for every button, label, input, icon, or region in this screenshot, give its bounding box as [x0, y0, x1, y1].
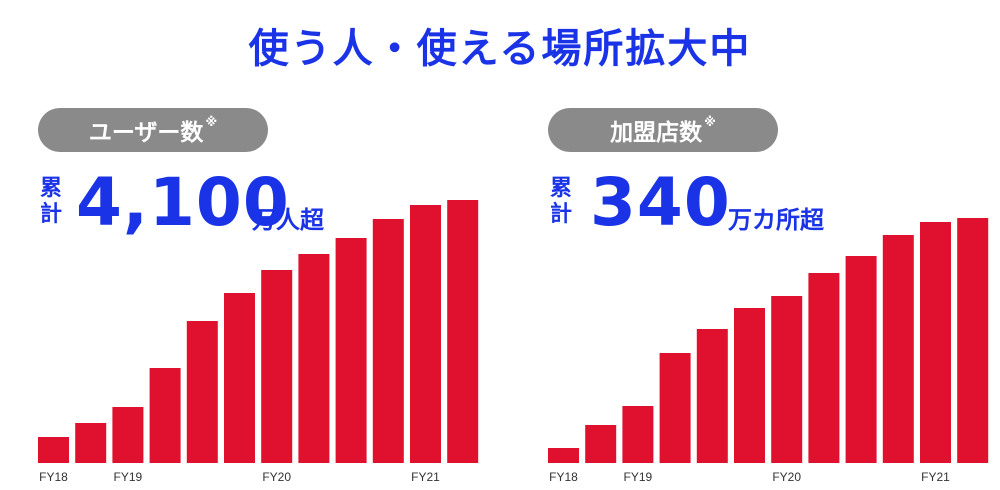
users-bar-6	[224, 293, 255, 463]
merchants-bar-7	[771, 296, 803, 463]
users-bar-11	[410, 205, 441, 463]
merchants-bar-9	[845, 256, 877, 463]
users-bar-9	[335, 238, 367, 463]
users-cumulative-label: 累 計	[40, 176, 62, 228]
merchants-panel: 加盟店数 ※ 累 計 340 万カ所超 FY18 FY19 FY20 FY21	[510, 0, 990, 490]
users-bar-7	[261, 270, 293, 463]
merchants-bar-8	[808, 273, 840, 463]
users-bar-10	[372, 219, 404, 463]
users-bar-4	[149, 368, 181, 463]
merchants-pill-label: 加盟店数	[610, 120, 703, 146]
merchants-tick-label: FY18	[549, 470, 578, 484]
users-bar-chart: FY18 FY19 FY20 FY21	[38, 200, 479, 484]
users-pill: ユーザー数 ※	[38, 108, 268, 152]
merchants-bar-5	[696, 329, 728, 463]
merchants-bar-3	[622, 406, 654, 463]
merchants-note-mark: ※	[704, 115, 716, 129]
merchants-tick-label: FY19	[624, 470, 653, 484]
users-bar-3	[112, 407, 144, 463]
merchants-bar-2	[585, 425, 617, 463]
page-title: 使う人・使える場所拡大中	[248, 26, 752, 72]
users-tick-label: FY21	[411, 470, 440, 484]
users-bar-2	[75, 423, 107, 463]
users-bar-1	[38, 437, 69, 463]
merchants-headline-unit: 万カ所超	[728, 206, 824, 234]
users-bar-5	[186, 321, 218, 463]
users-headline-unit: 万人超	[252, 206, 324, 234]
users-tick-label: FY18	[39, 470, 68, 484]
merchants-cumulative-label: 累 計	[550, 176, 572, 228]
merchants-bar-chart: FY18 FY19 FY20 FY21	[548, 218, 989, 484]
users-bar-8	[298, 254, 330, 463]
merchants-tick-label: FY21	[921, 470, 950, 484]
users-cum-char-1: 累	[40, 176, 63, 201]
users-pill-label: ユーザー数	[88, 120, 204, 146]
users-panel: ユーザー数 ※ 累 計 4,100 万人超 FY18 FY19 FY20 FY21	[0, 0, 480, 490]
merchants-pill: 加盟店数 ※	[548, 108, 778, 152]
merchants-bar-10	[882, 235, 914, 463]
merchants-tick-label: FY20	[772, 470, 801, 484]
users-note-mark: ※	[205, 115, 218, 129]
merchants-bar-11	[920, 222, 951, 463]
merchants-cum-char-2: 計	[550, 202, 573, 227]
merchants-cum-char-1: 累	[550, 176, 573, 201]
merchants-bar-12	[957, 218, 989, 463]
merchants-bar-4	[659, 353, 691, 463]
users-tick-label: FY20	[262, 470, 291, 484]
merchants-bar-1	[548, 448, 579, 463]
merchants-bar-6	[734, 308, 765, 463]
merchants-headline-value: 340	[590, 164, 731, 241]
users-headline-value: 4,100	[76, 164, 290, 241]
users-bar-12	[447, 200, 479, 463]
users-tick-label: FY19	[114, 470, 143, 484]
users-cum-char-2: 計	[40, 202, 63, 227]
